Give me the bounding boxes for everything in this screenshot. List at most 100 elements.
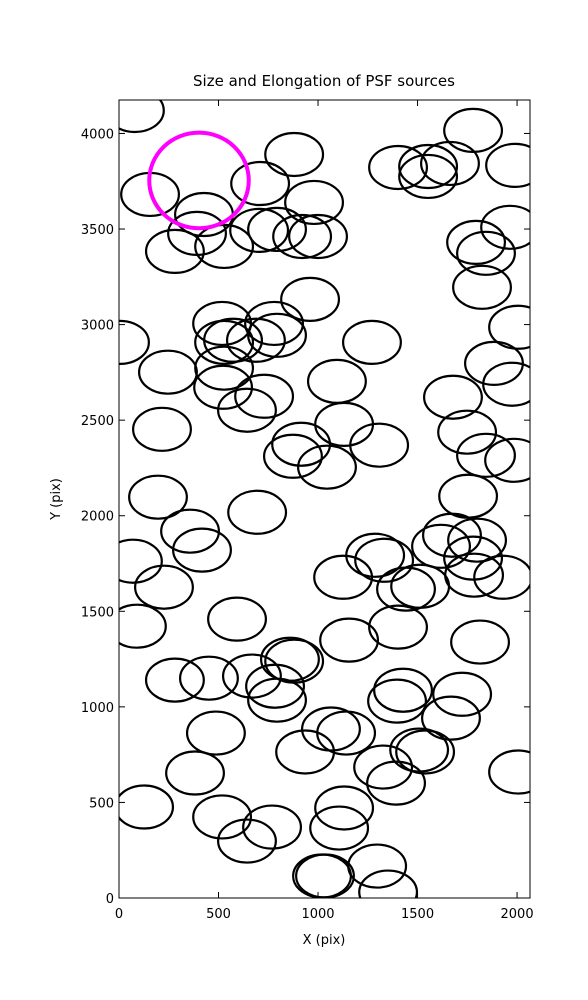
psf-ellipse <box>484 437 530 483</box>
x-tick-label: 1500 <box>401 907 434 922</box>
psf-ellipse <box>485 142 530 188</box>
psf-ellipse <box>342 319 402 365</box>
x-tick-label: 500 <box>206 907 231 922</box>
psf-ellipse <box>456 230 516 276</box>
psf-ellipse <box>207 596 267 642</box>
psf-ellipse <box>288 213 348 260</box>
psf-ellipse <box>421 695 481 741</box>
x-tick-label: 0 <box>115 907 123 922</box>
psf-ellipse <box>132 406 192 452</box>
psf-ellipse <box>193 364 254 410</box>
psf-ellipse <box>247 206 307 253</box>
psf-ellipse <box>480 204 530 250</box>
psf-ellipse <box>230 160 291 207</box>
psf-ellipse <box>313 554 374 600</box>
psf-ellipse <box>272 213 333 260</box>
psf-ellipse <box>444 552 505 598</box>
psf-ellipse <box>349 422 410 468</box>
psf-ellipse <box>229 207 290 253</box>
psf-ellipse <box>309 805 370 851</box>
psf-ellipse <box>297 444 357 490</box>
psf-ellipse <box>275 729 336 775</box>
psf-ellipse <box>234 373 295 419</box>
psf-ellipse <box>314 401 375 447</box>
psf-ellipse <box>244 300 305 347</box>
psf-ellipse <box>398 143 459 190</box>
y-tick-label: 0 <box>106 892 114 907</box>
psf-ellipse <box>227 489 288 535</box>
psf-ellipse <box>319 617 380 663</box>
psf-ellipse <box>395 729 456 775</box>
psf-ellipse <box>420 140 480 187</box>
y-axis-label: Y (pix) <box>49 478 64 521</box>
y-tick-label: 2000 <box>81 510 114 525</box>
y-tick-label: 2500 <box>81 414 114 429</box>
psf-ellipse <box>179 655 239 701</box>
psf-ellipse <box>443 107 504 153</box>
psf-ellipse <box>119 319 150 365</box>
psf-ellipse <box>438 473 499 519</box>
psf-ellipse <box>306 358 367 404</box>
psf-ellipse <box>194 345 255 391</box>
psf-ellipse <box>295 853 355 898</box>
psf-ellipse <box>398 153 459 200</box>
psf-ellipse <box>134 564 194 610</box>
psf-ellipse <box>367 678 428 724</box>
psf-ellipse <box>368 144 429 191</box>
psf-ellipse <box>456 432 516 478</box>
psf-ellipse <box>119 784 175 830</box>
y-tick-label: 3500 <box>81 223 114 238</box>
psf-ellipse <box>242 804 303 850</box>
psf-ellipse <box>373 667 433 713</box>
psf-ellipse <box>423 374 483 420</box>
psf-ellipse <box>447 517 508 563</box>
psf-ellipse <box>473 554 530 600</box>
psf-ellipse <box>354 537 415 583</box>
psf-ellipse <box>225 317 286 363</box>
psf-ellipse <box>172 527 232 573</box>
psf-ellipse <box>217 387 277 433</box>
psf-ellipse <box>345 532 406 578</box>
psf-ellipse <box>217 818 277 864</box>
chart-title: Size and Elongation of PSF sources <box>193 72 455 90</box>
y-tick-label: 4000 <box>81 127 114 142</box>
psf-ellipse <box>488 749 530 795</box>
psf-ellipse <box>284 179 345 226</box>
y-tick-label: 1000 <box>81 701 114 716</box>
x-tick-label: 2000 <box>501 907 534 922</box>
psf-ellipse <box>437 409 498 455</box>
psf-ellipse <box>264 131 325 178</box>
plot-area <box>119 100 530 898</box>
psf-ellipse <box>488 304 530 350</box>
psf-ellipse <box>368 604 429 650</box>
psf-ellipse <box>314 785 375 831</box>
psf-ellipse <box>192 300 253 347</box>
psf-ellipse <box>432 671 493 717</box>
y-tick-label: 3000 <box>81 319 114 334</box>
psf-ellipse <box>358 869 419 898</box>
psf-ellipse <box>366 760 427 806</box>
psf-ellipse <box>119 538 163 584</box>
x-tick-label: 1000 <box>301 907 334 922</box>
psf-ellipse <box>443 535 504 581</box>
psf-ellipse <box>203 317 264 363</box>
psf-ellipse <box>247 677 307 723</box>
y-tick-label: 500 <box>89 796 114 811</box>
psf-ellipse <box>450 619 511 665</box>
psf-ellipse <box>245 663 306 709</box>
psf-ellipse <box>194 223 255 270</box>
psf-ellipse <box>262 433 323 479</box>
psf-ellipse <box>160 508 221 554</box>
psf-ellipse <box>452 264 512 310</box>
psf-ellipse <box>192 794 253 840</box>
psf-ellipse <box>144 228 205 274</box>
psf-ellipse <box>128 474 188 520</box>
psf-ellipse <box>353 744 414 790</box>
psf-ellipse <box>185 710 246 756</box>
psf-ellipse <box>138 349 198 395</box>
x-axis-label: X (pix) <box>303 933 346 948</box>
psf-ellipse <box>292 853 352 898</box>
psf-ellipse <box>119 100 165 134</box>
psf-ellipse <box>247 312 307 358</box>
